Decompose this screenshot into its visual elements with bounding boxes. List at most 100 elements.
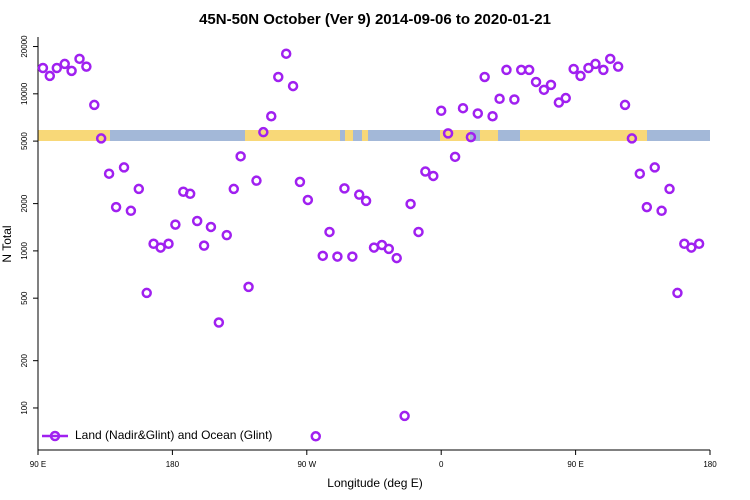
map-strip xyxy=(38,130,710,141)
point xyxy=(568,63,579,75)
point xyxy=(221,229,233,241)
point xyxy=(545,79,557,91)
point xyxy=(302,194,314,206)
point xyxy=(347,251,358,262)
point xyxy=(656,205,667,217)
point xyxy=(487,110,498,122)
point xyxy=(294,176,306,188)
point xyxy=(44,70,56,82)
x-tick-label: 90 W xyxy=(297,460,316,469)
y-tick-label: 200 xyxy=(20,353,29,367)
point xyxy=(339,183,350,194)
point xyxy=(198,240,210,251)
point xyxy=(110,201,122,213)
y-tick-label: 1000 xyxy=(20,241,29,259)
point xyxy=(81,61,92,72)
point xyxy=(509,94,520,105)
x-tick-label: 180 xyxy=(703,460,717,469)
y-tick-label: 10000 xyxy=(20,82,29,105)
point xyxy=(523,64,535,76)
y-tick-label: 5000 xyxy=(20,132,29,150)
point xyxy=(649,162,660,173)
point xyxy=(74,53,85,65)
point xyxy=(184,188,196,200)
x-tick-label: 180 xyxy=(166,460,180,469)
point xyxy=(37,62,49,74)
point xyxy=(413,226,424,238)
point xyxy=(405,198,416,210)
point xyxy=(170,219,181,230)
point xyxy=(641,201,653,213)
point xyxy=(191,215,203,227)
x-tick-label: 0 xyxy=(439,460,444,469)
y-axis-label: N Total xyxy=(0,225,14,262)
point xyxy=(287,80,299,92)
point xyxy=(604,53,616,65)
point xyxy=(280,48,292,59)
chart-title: 45N-50N October (Ver 9) 2014-09-06 to 20… xyxy=(199,11,551,28)
point xyxy=(590,58,601,70)
point xyxy=(66,65,77,77)
y-tick-label: 100 xyxy=(20,401,29,415)
point xyxy=(383,243,395,255)
point xyxy=(213,317,225,328)
point xyxy=(672,287,683,299)
point xyxy=(472,108,484,119)
point xyxy=(59,58,70,70)
point xyxy=(598,64,609,76)
point xyxy=(494,93,505,105)
point xyxy=(266,110,277,122)
point xyxy=(332,251,343,262)
point xyxy=(634,168,646,179)
point xyxy=(51,62,63,74)
point xyxy=(420,166,431,177)
point xyxy=(155,242,166,253)
point xyxy=(553,97,565,108)
point xyxy=(442,128,454,139)
point xyxy=(324,226,335,238)
x-tick-label: 90 E xyxy=(30,460,46,469)
point xyxy=(258,126,269,138)
point xyxy=(118,162,130,173)
point xyxy=(575,70,586,82)
point xyxy=(686,242,697,253)
point xyxy=(353,189,365,200)
point xyxy=(163,238,174,250)
point xyxy=(125,205,137,217)
point xyxy=(449,151,461,163)
point xyxy=(360,195,372,207)
point xyxy=(89,99,100,111)
point xyxy=(310,431,322,442)
point xyxy=(95,133,107,144)
point xyxy=(103,168,115,179)
point xyxy=(399,410,410,422)
point xyxy=(205,221,217,233)
point xyxy=(619,99,631,111)
legend-marker xyxy=(49,430,61,442)
point xyxy=(612,61,624,72)
point xyxy=(664,183,675,195)
point xyxy=(141,287,152,299)
point xyxy=(228,183,240,195)
point xyxy=(273,71,284,83)
point xyxy=(626,133,638,144)
y-tick-label: 500 xyxy=(20,291,29,305)
point xyxy=(457,102,469,114)
point xyxy=(435,105,447,117)
point xyxy=(243,281,254,293)
point xyxy=(391,252,402,264)
point xyxy=(479,71,490,83)
point xyxy=(530,76,542,88)
point xyxy=(465,131,477,143)
point xyxy=(251,175,262,186)
legend-label: Land (Nadir&Glint) and Ocean (Glint) xyxy=(75,428,272,442)
point xyxy=(501,64,512,76)
x-tick-label: 90 E xyxy=(567,460,583,469)
y-tick-label: 20000 xyxy=(20,35,29,58)
point xyxy=(317,250,329,262)
point xyxy=(560,92,571,104)
x-axis-label: Longitude (deg E) xyxy=(327,476,422,490)
point xyxy=(133,183,145,195)
y-tick-label: 2000 xyxy=(20,194,29,212)
